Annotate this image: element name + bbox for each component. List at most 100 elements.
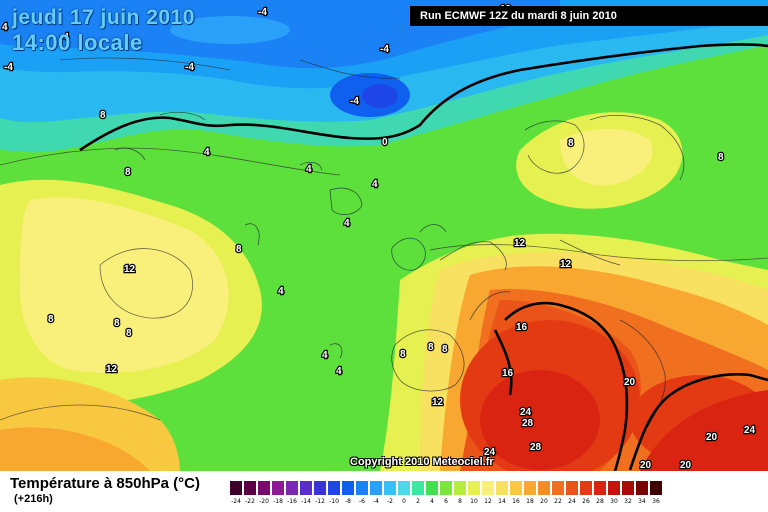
color-scale-swatch <box>258 481 270 495</box>
contour-label: 16 <box>516 322 528 333</box>
contour-label: 12 <box>106 364 118 375</box>
contour-label: 24 <box>484 447 496 458</box>
color-scale-swatch <box>314 481 326 495</box>
color-scale-swatch <box>356 481 368 495</box>
contour-label: -4 <box>258 7 267 18</box>
contour-label: 8 <box>442 344 448 355</box>
contour-label: 4 <box>322 350 328 361</box>
color-scale-tick: 32 <box>624 498 632 505</box>
contour-label: 12 <box>124 264 136 275</box>
color-scale-swatch <box>342 481 354 495</box>
forecast-local-time: 14:00 locale <box>12 30 143 55</box>
color-scale-tick: -12 <box>315 498 325 505</box>
contour-label: 12 <box>432 397 444 408</box>
contour-label: 8 <box>125 167 131 178</box>
color-scale-tick: -4 <box>373 498 379 505</box>
color-scale-tick: -18 <box>273 498 283 505</box>
color-scale-tick: 16 <box>512 498 520 505</box>
contour-label: 8 <box>236 244 242 255</box>
color-scale-tick: 6 <box>444 498 448 505</box>
forecast-date: jeudi 17 juin 2010 <box>12 6 195 29</box>
color-scale-swatch <box>244 481 256 495</box>
color-scale-swatch <box>370 481 382 495</box>
contour-label: 4 <box>204 147 210 158</box>
color-scale-swatch <box>230 481 242 495</box>
contour-label: 20 <box>640 460 652 471</box>
contour-label: 8 <box>428 342 434 353</box>
color-scale-swatch <box>580 481 592 495</box>
contour-label: -4 <box>380 44 389 55</box>
contour-label: 12 <box>560 259 572 270</box>
color-scale-swatch <box>524 481 536 495</box>
model-run-label: Run ECMWF 12Z du mardi 8 juin 2010 <box>410 6 768 26</box>
color-scale-swatch <box>482 481 494 495</box>
color-scale-tick: 22 <box>554 498 562 505</box>
color-scale-tick: 34 <box>638 498 646 505</box>
color-scale-tick: -24 <box>231 498 241 505</box>
lead-time: (+216h) <box>14 493 53 505</box>
color-scale-tick: 12 <box>484 498 492 505</box>
color-scale-swatch <box>398 481 410 495</box>
contour-label: 20 <box>624 377 636 388</box>
color-scale-tick: 18 <box>526 498 534 505</box>
color-scale-tick: -16 <box>287 498 297 505</box>
temperature-map: -4 -4 -4 -4 -4 -4 0 4 4 4 4 4 4 4 4 8 8 8 8 8 8 8 8 8 8 8 12 12 12 12… <box>0 0 768 471</box>
color-scale-swatch <box>468 481 480 495</box>
color-scale-swatch <box>622 481 634 495</box>
color-scale-tick: -10 <box>329 498 339 505</box>
color-scale-tick: 30 <box>610 498 618 505</box>
contour-label: 28 <box>522 418 534 429</box>
contour-label: 20 <box>706 432 718 443</box>
color-scale-tick: 26 <box>582 498 590 505</box>
contour-label: 24 <box>744 425 756 436</box>
color-scale-swatch <box>384 481 396 495</box>
color-scale-tick: 14 <box>498 498 506 505</box>
color-scale-swatch <box>286 481 298 495</box>
contour-label: 8 <box>568 138 574 149</box>
color-scale-swatch <box>566 481 578 495</box>
color-scale-tick: 8 <box>458 498 462 505</box>
color-scale-swatch <box>440 481 452 495</box>
contour-label: -4 <box>350 96 359 107</box>
contour-label: 8 <box>400 349 406 360</box>
contour-label: 20 <box>680 460 692 471</box>
contour-label: 8 <box>126 328 132 339</box>
contour-label: 8 <box>48 314 54 325</box>
color-scale-tick: 2 <box>416 498 420 505</box>
color-scale-swatch <box>426 481 438 495</box>
contour-label: 4 <box>344 218 350 229</box>
legend-panel: Température à 850hPa (°C) (+216h) -24 -22… <box>0 471 768 512</box>
contour-label: -4 <box>4 62 13 73</box>
color-scale-swatch <box>412 481 424 495</box>
color-scale-swatch <box>552 481 564 495</box>
contour-label: 16 <box>502 368 514 379</box>
legend-title: Température à 850hPa (°C) <box>10 475 200 492</box>
color-scale-tick: -14 <box>301 498 311 505</box>
contour-label: -4 <box>185 62 194 73</box>
color-scale-swatch <box>454 481 466 495</box>
color-scale-swatch <box>538 481 550 495</box>
color-scale-swatch <box>636 481 648 495</box>
color-scale-swatch <box>300 481 312 495</box>
color-scale-swatch <box>272 481 284 495</box>
color-scale-swatch <box>510 481 522 495</box>
contour-label: 0 <box>382 137 388 148</box>
contour-label: 4 <box>336 366 342 377</box>
color-scale-tick: 28 <box>596 498 604 505</box>
color-scale-swatch <box>608 481 620 495</box>
color-scale-tick: 10 <box>470 498 478 505</box>
copyright-label: Copyright 2010 Meteociel.fr <box>350 456 494 468</box>
contour-label: 4 <box>2 22 8 33</box>
color-scale-tick: 0 <box>402 498 406 505</box>
contour-label: 8 <box>718 152 724 163</box>
contour-label: 12 <box>514 238 526 249</box>
contour-label: 4 <box>306 164 312 175</box>
color-scale-tick: -6 <box>359 498 365 505</box>
contour-label: 4 <box>278 286 284 297</box>
color-scale-tick: 24 <box>568 498 576 505</box>
color-scale-tick: -8 <box>345 498 351 505</box>
contour-label: 24 <box>520 407 532 418</box>
color-scale-swatch <box>594 481 606 495</box>
color-scale-tick: 20 <box>540 498 548 505</box>
